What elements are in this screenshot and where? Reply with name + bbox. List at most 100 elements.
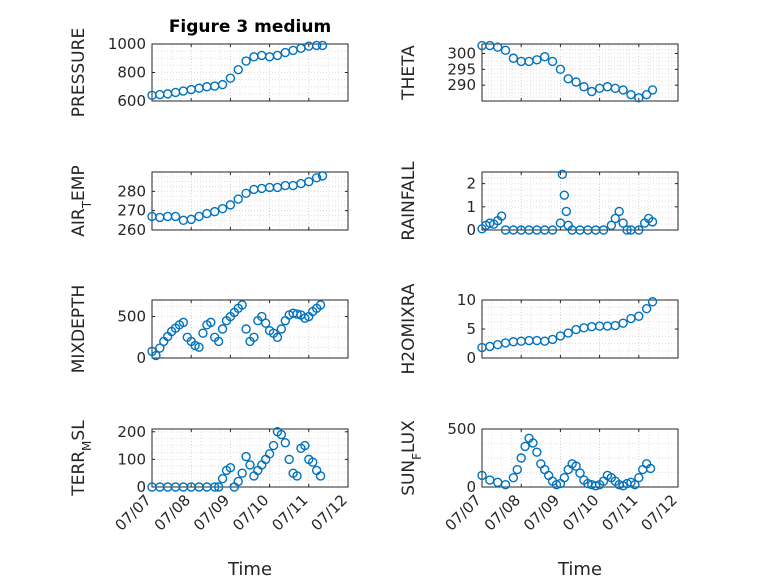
x-tick-label: 07/11 [598,491,641,534]
data-point [210,482,220,492]
data-point [317,40,328,51]
data-point [217,474,228,484]
data-point [547,225,558,235]
x-tick-label: 07/09 [520,491,563,534]
panel-sun-flux: 0 500 SUNFLUX 07/0707/0807/0907/1007/1107/1… [399,420,681,580]
data-point [217,324,228,334]
x-tick-label: 07/07 [442,491,485,534]
data-point [178,317,189,328]
figure-title: Figure 3 medium [169,17,331,37]
y-tick-label: 2 [466,175,476,193]
data-point [315,300,326,310]
x-tick-label: 07/08 [481,491,524,534]
data-point [563,328,573,338]
data-point [272,50,283,61]
data-point [217,79,228,90]
data-point [575,468,585,478]
y-axis-label: SUNFLUX [399,420,424,496]
y-tick-label: 295 [447,60,476,78]
data-point [225,73,236,83]
data-point [563,74,573,84]
data-point [647,217,658,227]
data-point [264,449,275,459]
y-tick-label: 280 [117,182,146,200]
data-point [500,45,511,56]
x-tick-label: 07/07 [112,491,155,534]
data-point [641,89,652,100]
data-point [500,479,511,490]
y-tick-label: 1000 [108,35,146,53]
data-point [634,225,644,235]
y-axis-label: RAINFALL [399,161,419,241]
x-tick-label: 07/08 [151,491,194,534]
data-point [186,214,196,225]
y-axis-label: THETA [399,45,419,101]
y-tick-label: 200 [117,423,146,441]
y-tick-label: 260 [117,221,146,239]
y-tick-label: 0 [466,478,476,496]
data-point [641,304,652,314]
y-tick-label: 290 [447,76,476,94]
data-point [194,342,204,352]
y-tick-label: 300 [447,45,476,63]
data-point [241,188,251,198]
y-tick-label: 1 [466,198,476,216]
data-point [492,42,503,52]
data-point [547,334,558,345]
axes-box [481,428,679,488]
data-point [241,56,251,66]
data-point [260,318,271,328]
data-point [559,473,570,483]
data-point [634,473,644,483]
panel-h2omixra: 0 5 10 H2OMIXRA [399,283,679,375]
y-tick-label: 800 [117,64,146,82]
data-point [520,441,530,452]
data-point [213,482,224,492]
data-point [280,438,290,448]
y-tick-label: 500 [117,308,146,326]
panel-mixdepth: 0 500 MIXDEPTH [69,285,349,374]
axes-box [151,171,349,231]
data-point [257,311,267,322]
data-point [233,194,243,204]
data-point [292,309,302,319]
data-point [237,468,247,478]
data-point [626,89,636,100]
data-point [300,440,310,451]
data-point [194,211,204,222]
data-point [571,461,581,471]
data-point [249,332,259,342]
data-point [647,85,658,95]
data-point [532,447,542,457]
y-axis-label: PRESSURE [69,28,89,117]
y-axis-label: MIXDEPTH [69,285,89,374]
data-point [557,169,568,180]
data-point [606,220,617,231]
data-point [237,300,247,310]
y-tick-label: 500 [447,420,476,438]
data-point [618,218,628,228]
y-tick-label: 0 [136,349,146,367]
data-point [614,206,624,217]
data-point [268,440,279,451]
data-point [610,213,620,224]
y-tick-label: 600 [117,92,146,110]
x-axis-label: Time [557,559,602,580]
axes-box [151,299,349,359]
data-point [540,51,550,62]
data-point [225,462,236,473]
data-point [477,470,487,481]
x-axis-label: Time [227,559,272,580]
data-point [292,471,302,481]
data-point [634,311,644,321]
data-point [317,171,328,181]
axes-box [481,171,679,231]
y-tick-label: 0 [466,349,476,367]
data-point [496,211,507,221]
data-point [245,460,255,470]
data-point [233,476,243,487]
data-point [559,190,570,200]
data-point [647,297,658,307]
